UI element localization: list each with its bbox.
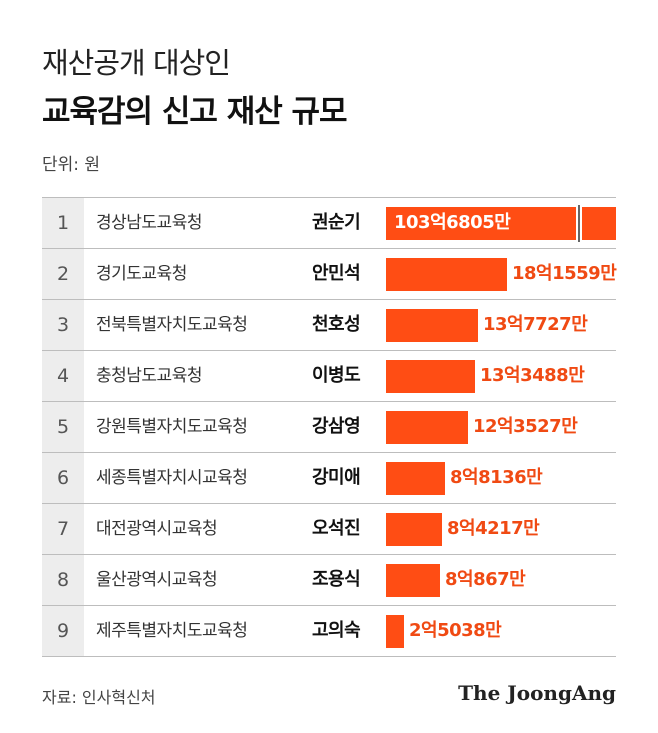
- bar: [386, 411, 468, 444]
- bar-table: 1 경상남도교육청 권순기 103억6805만 2 경기도교육청 안민석 18억1559만 3 전…: [42, 197, 617, 657]
- source-note: 자료: 인사혁신처: [42, 688, 156, 707]
- office-name: 경상남도교육청: [96, 213, 202, 233]
- chart-title-line1: 재산공개 대상인: [42, 46, 231, 80]
- bar: [386, 462, 445, 495]
- office-name: 전북특별자치도교육청: [96, 315, 248, 335]
- superintendent-name: 강미애: [312, 467, 361, 488]
- bar: [386, 513, 442, 546]
- table-row: 5 강원특별자치도교육청 강삼영 12억3527만: [42, 402, 616, 453]
- office-name: 세종특별자치시교육청: [96, 468, 248, 488]
- office-name: 제주특별자치도교육청: [96, 621, 248, 641]
- table-row: 4 충청남도교육청 이병도 13억3488만: [42, 351, 616, 402]
- office-name: 울산광역시교육청: [96, 570, 218, 590]
- table-row: 2 경기도교육청 안민석 18억1559만: [42, 249, 617, 300]
- value-label: 12억3527만: [473, 416, 578, 437]
- value-label: 103억6805만: [394, 212, 511, 233]
- value-label: 8억4217만: [447, 518, 540, 539]
- table-row: 8 울산광역시교육청 조용식 8억867만: [42, 555, 616, 606]
- table-row: 3 전북특별자치도교육청 천호성 13억7727만: [42, 300, 616, 351]
- superintendent-name: 안민석: [312, 263, 361, 284]
- table-row: 6 세종특별자치시교육청 강미애 8억8136만: [42, 453, 616, 504]
- value-label: 18억1559만: [512, 263, 617, 284]
- office-name: 강원특별자치도교육청: [96, 417, 248, 437]
- bar: [386, 564, 440, 597]
- bar: [386, 360, 475, 393]
- rank-cell: 9: [42, 606, 84, 656]
- bar: [386, 258, 507, 291]
- rank-cell: 8: [42, 555, 84, 605]
- superintendent-name: 오석진: [312, 518, 361, 539]
- office-name: 경기도교육청: [96, 264, 187, 284]
- rank-cell: 5: [42, 402, 84, 452]
- superintendent-name: 이병도: [312, 365, 361, 386]
- value-label: 8억867만: [445, 569, 526, 590]
- table-row: 1 경상남도교육청 권순기 103억6805만: [42, 198, 616, 249]
- value-label: 13억3488만: [480, 365, 585, 386]
- value-label: 2억5038만: [409, 620, 502, 641]
- office-name: 대전광역시교육청: [96, 519, 218, 539]
- table-row: 9 제주특별자치도교육청 고의숙 2억5038만: [42, 606, 616, 657]
- rank-cell: 4: [42, 351, 84, 401]
- rank-cell: 2: [42, 249, 84, 299]
- rank-cell: 1: [42, 198, 84, 248]
- table-row: 7 대전광역시교육청 오석진 8억4217만: [42, 504, 616, 555]
- axis-break-mark: [576, 205, 582, 242]
- superintendent-name: 고의숙: [312, 620, 361, 641]
- value-label: 8억8136만: [450, 467, 543, 488]
- bar: [386, 309, 478, 342]
- superintendent-name: 천호성: [312, 314, 361, 335]
- superintendent-name: 강삼영: [312, 416, 361, 437]
- unit-label: 단위: 원: [42, 155, 101, 175]
- superintendent-name: 권순기: [312, 212, 361, 233]
- superintendent-name: 조용식: [312, 569, 361, 590]
- publisher-logo: The JoongAng: [458, 681, 616, 705]
- rank-cell: 3: [42, 300, 84, 350]
- chart-title-line2: 교육감의 신고 재산 규모: [42, 94, 348, 130]
- bar: [386, 615, 404, 648]
- rank-cell: 6: [42, 453, 84, 503]
- value-label: 13억7727만: [483, 314, 588, 335]
- office-name: 충청남도교육청: [96, 366, 202, 386]
- rank-cell: 7: [42, 504, 84, 554]
